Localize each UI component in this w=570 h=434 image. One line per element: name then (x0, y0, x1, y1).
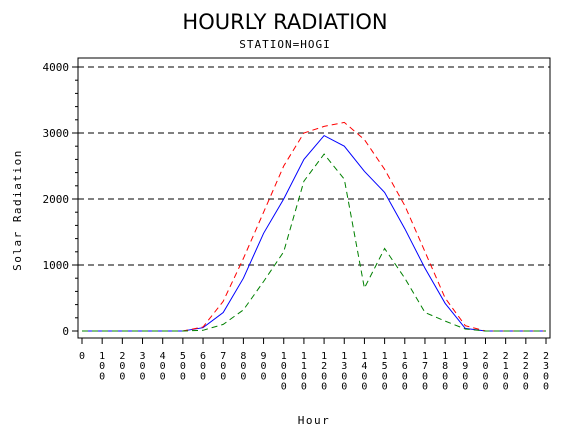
y-tick-label: 2000 (43, 193, 70, 206)
grid-lines (78, 66, 550, 266)
plot-frame (77, 57, 551, 339)
x-ticks: 0 1 0 0 2 0 0 3 0 0 4 0 0 5 0 0 6 0 0 7 0 0 8 0 0 9 0 0 1 0 0 0 1 1 0 0 1 2 0 0… (79, 338, 549, 393)
y-tick-label: 1000 (43, 259, 70, 272)
series-lines (82, 121, 546, 332)
y-tick-label: 0 (62, 325, 69, 338)
x-axis-label: Hour (298, 414, 331, 427)
chart-subtitle: STATION=HOGI (239, 38, 330, 51)
axes (77, 57, 551, 339)
series-line-3 (82, 153, 546, 332)
y-axis-label: Solar Radiation (11, 149, 24, 271)
x-tick-label: 0 (79, 351, 85, 362)
y-tick-label: 3000 (43, 127, 70, 140)
y-ticks: 0 1000 2000 3000 4000 (43, 61, 78, 338)
y-tick-label: 4000 (43, 61, 70, 74)
series-line-1 (82, 134, 546, 332)
chart-title: HOURLY RADIATION (182, 10, 387, 34)
series-line-2 (82, 121, 546, 332)
